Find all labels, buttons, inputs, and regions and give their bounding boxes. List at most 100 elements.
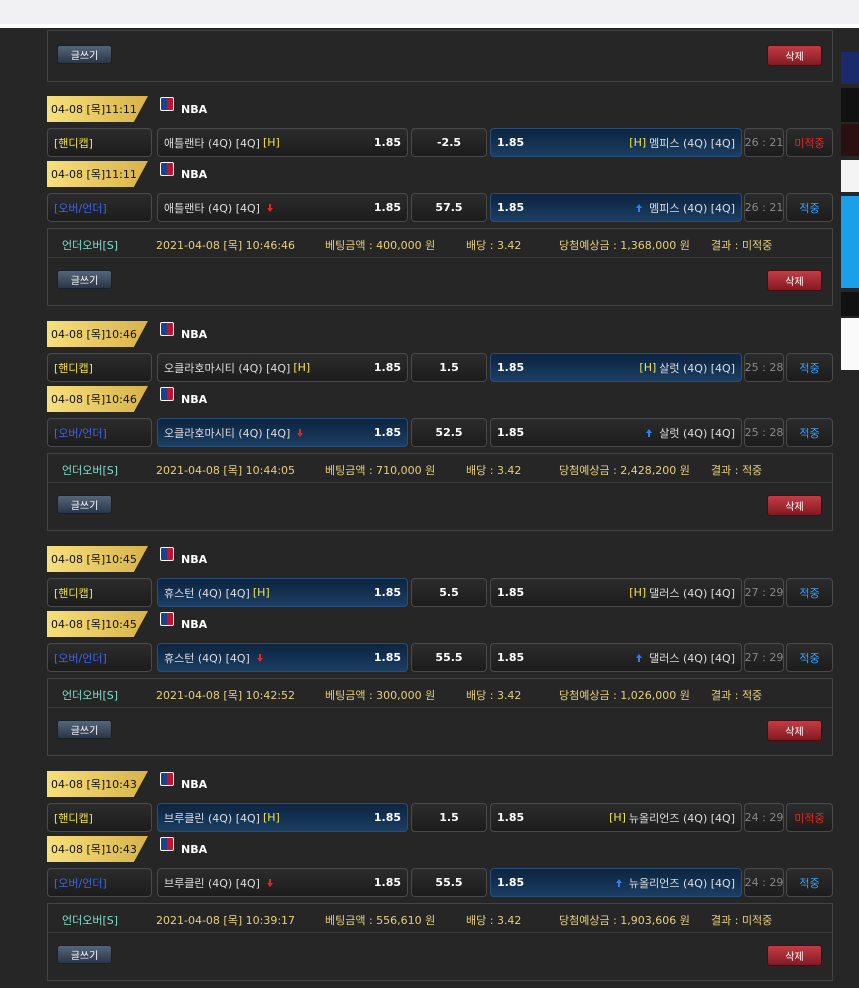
home-team-cell[interactable]: 애틀랜타 (4Q) [4Q] [H] 1.85 [157,128,408,157]
result-status: 미적중 [786,128,833,157]
home-team: 브루클린 (4Q) [4Q] [164,876,260,890]
summary-amount: 베팅금액 : 710,000 원 [325,464,436,477]
under-icon [297,428,304,437]
league-logo [160,387,174,401]
summary-time: 2021-04-08 [목] 10:44:05 [156,464,296,477]
result-status: 적중 [786,868,833,897]
home-team: 애틀랜타 (4Q) [4Q] [164,201,260,215]
summary-result: 결과 : 적중 [711,689,763,702]
home-team-cell[interactable]: 브루클린 (4Q) [4Q] 1.85 [157,868,408,897]
summary-odds: 배당 : 3.42 [466,464,522,477]
write-button[interactable]: 글쓰기 [57,945,112,964]
league-logo [160,322,174,336]
write-button[interactable]: 글쓰기 [57,45,112,64]
over-icon [636,203,643,212]
summary-odds: 배당 : 3.42 [466,239,522,252]
line-cell[interactable]: 52.5 [411,418,487,447]
summary-panel [47,228,833,306]
result-status: 적중 [786,578,833,607]
away-team-cell[interactable]: 1.85 멤피스 (4Q) [4Q] [490,193,742,222]
summary-odds: 배당 : 3.42 [466,914,522,927]
score: 27 : 29 [744,643,784,672]
home-team-cell[interactable]: 휴스턴 (4Q) [4Q] [H] 1.85 [157,578,408,607]
home-odds: 1.85 [373,876,401,889]
away-team-cell[interactable]: 1.85 [H] 뉴올리언즈 (4Q) [4Q] [490,803,742,832]
away-odds: 1.85 [497,651,525,664]
league-name: NBA [181,393,208,406]
away-team-cell[interactable]: 1.85 [H] 댈러스 (4Q) [4Q] [490,578,742,607]
match-date: 04-08 [목]10:45 [47,546,148,572]
home-team: 오클라호마시티 (4Q) [4Q] [164,361,291,375]
away-team-cell[interactable]: 1.85 [H] 멤피스 (4Q) [4Q] [490,128,742,157]
league-logo [160,97,174,111]
delete-button[interactable]: 삭제 [767,270,822,291]
line-cell[interactable]: 1.5 [411,803,487,832]
result-status: 적중 [786,353,833,382]
summary-kind: 언더오버[S] [62,464,119,477]
league-logo [160,547,174,561]
away-tag: [H] [629,136,647,149]
home-odds: 1.85 [373,811,401,824]
under-icon [256,653,263,662]
away-team-cell[interactable]: 1.85 뉴올리언즈 (4Q) [4Q] [490,868,742,897]
bet-type: [오버/언더] [47,193,152,222]
summary-expected: 당첨예상금 : 1,903,606 원 [559,914,690,927]
bet-type: [핸디캡] [47,128,152,157]
summary-kind: 언더오버[S] [62,239,119,252]
league-name: NBA [181,778,208,791]
league-logo [160,837,174,851]
summary-expected: 당첨예상금 : 2,428,200 원 [559,464,690,477]
write-button[interactable]: 글쓰기 [57,720,112,739]
home-team-cell[interactable]: 오클라호마시티 (4Q) [4Q] [H] 1.85 [157,353,408,382]
delete-button[interactable]: 삭제 [767,720,822,741]
match-date: 04-08 [목]10:46 [47,386,148,412]
ad-block [841,196,859,288]
line-cell[interactable]: 1.5 [411,353,487,382]
match-date: 04-08 [목]10:46 [47,321,148,347]
line-cell[interactable]: 55.5 [411,868,487,897]
league-name: NBA [181,103,208,116]
home-tag: [H] [262,811,280,824]
league-name: NBA [181,618,208,631]
match-date: 04-08 [목]10:43 [47,771,148,797]
league-name: NBA [181,553,208,566]
away-team: 멤피스 (4Q) [4Q] [649,136,735,150]
home-team-cell[interactable]: 오클라호마시티 (4Q) [4Q] 1.85 [157,418,408,447]
write-button[interactable]: 글쓰기 [57,495,112,514]
score: 24 : 29 [744,868,784,897]
away-team-cell[interactable]: 1.85 살럿 (4Q) [4Q] [490,418,742,447]
over-icon [615,878,622,887]
delete-button[interactable]: 삭제 [767,45,822,66]
panel [47,30,833,82]
line-cell[interactable]: 57.5 [411,193,487,222]
delete-button[interactable]: 삭제 [767,945,822,966]
under-icon [266,878,273,887]
league-name: NBA [181,168,208,181]
top-bar [0,0,859,24]
away-team-cell[interactable]: 1.85 [H] 살럿 (4Q) [4Q] [490,353,742,382]
write-button[interactable]: 글쓰기 [57,270,112,289]
home-team-cell[interactable]: 휴스턴 (4Q) [4Q] 1.85 [157,643,408,672]
ad-block [841,292,859,316]
home-team-cell[interactable]: 애틀랜타 (4Q) [4Q] 1.85 [157,193,408,222]
line-cell[interactable]: 5.5 [411,578,487,607]
score: 27 : 29 [744,578,784,607]
line-cell[interactable]: 55.5 [411,643,487,672]
summary-result: 결과 : 적중 [711,464,763,477]
delete-button[interactable]: 삭제 [767,495,822,516]
home-team: 브루클린 (4Q) [4Q] [164,811,260,825]
away-team: 뉴올리언즈 (4Q) [4Q] [628,811,735,825]
summary-kind: 언더오버[S] [62,689,119,702]
home-team-cell[interactable]: 브루클린 (4Q) [4Q] [H] 1.85 [157,803,408,832]
away-team-cell[interactable]: 1.85 댈러스 (4Q) [4Q] [490,643,742,672]
line-cell[interactable]: -2.5 [411,128,487,157]
ad-block [841,160,859,192]
bet-type: [오버/언더] [47,418,152,447]
away-odds: 1.85 [497,136,525,149]
away-odds: 1.85 [497,426,525,439]
separator [48,482,832,483]
bet-type: [핸디캡] [47,803,152,832]
away-team: 살럿 (4Q) [4Q] [659,361,735,375]
result-status: 적중 [786,418,833,447]
